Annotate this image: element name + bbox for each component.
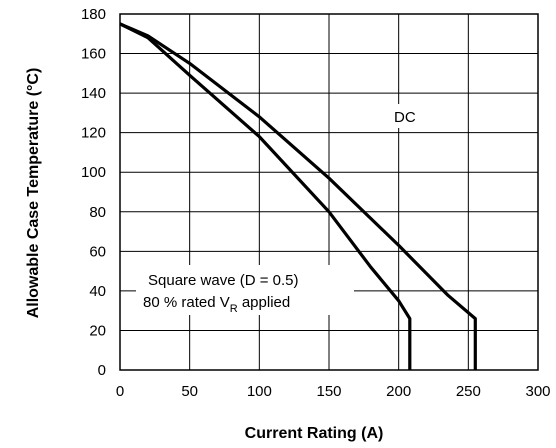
x-tick-label: 0 xyxy=(116,383,124,400)
y-tick-label: 60 xyxy=(89,243,106,260)
square-wave-legend-box xyxy=(136,265,354,315)
square-wave-curve xyxy=(119,22,412,370)
plot-frame xyxy=(119,13,539,371)
x-tick-label: 300 xyxy=(525,383,550,400)
y-tick-label: 140 xyxy=(81,85,106,102)
x-tick-label: 200 xyxy=(386,383,411,400)
dc-label-bg xyxy=(388,104,428,128)
y-tick-label: 20 xyxy=(89,322,106,339)
dc-curve xyxy=(119,22,477,370)
y-tick-label: 40 xyxy=(89,283,106,300)
x-tick-label: 150 xyxy=(316,383,341,400)
y-axis-title: Allowable Case Temperature (°C) xyxy=(25,68,42,319)
rated-vr-label: 80 % rated VR applied xyxy=(143,294,290,315)
x-tick-label: 250 xyxy=(456,383,481,400)
y-tick-label: 180 xyxy=(81,6,106,23)
y-tick-label: 0 xyxy=(98,362,106,379)
curves xyxy=(119,22,477,370)
y-tick-labels: 0 20 40 60 80 100 120 140 160 180 xyxy=(81,6,106,379)
y-tick-label: 80 xyxy=(89,204,106,221)
dc-label: DC xyxy=(394,109,416,126)
rated-vr-label-pre: 80 % rated V xyxy=(143,294,230,311)
x-tick-label: 50 xyxy=(181,383,198,400)
y-tick-label: 160 xyxy=(81,46,106,63)
rated-vr-subscript: R xyxy=(230,303,238,315)
x-tick-labels: 0 50 100 150 200 250 300 xyxy=(116,383,551,400)
square-wave-label: Square wave (D = 0.5) xyxy=(148,272,299,289)
rated-vr-label-post: applied xyxy=(238,294,291,311)
y-tick-label: 120 xyxy=(81,125,106,142)
x-axis-title: Current Rating (A) xyxy=(245,425,384,442)
grid xyxy=(120,14,538,370)
x-tick-label: 100 xyxy=(247,383,272,400)
y-tick-label: 100 xyxy=(81,164,106,181)
